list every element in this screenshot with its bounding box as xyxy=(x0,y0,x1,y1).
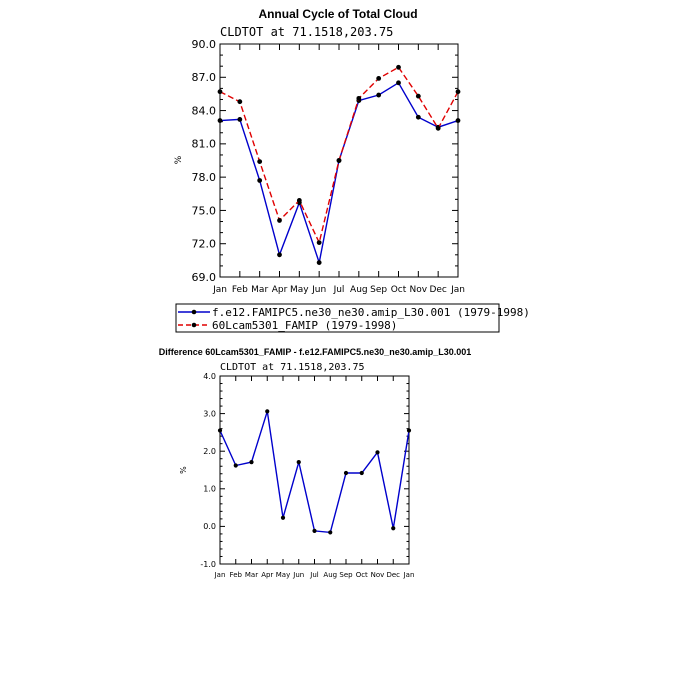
data-point xyxy=(336,158,342,163)
data-point xyxy=(376,92,382,98)
xtick-label: Jul xyxy=(309,571,319,579)
chart1-subtitle: CLDTOT at 71.1518,203.75 xyxy=(220,25,393,39)
data-point xyxy=(391,526,396,531)
xtick-label: Jan xyxy=(403,571,415,579)
series-line-2 xyxy=(219,66,459,245)
xtick-label: Jan xyxy=(214,571,226,579)
data-point xyxy=(257,178,263,183)
xtick-label: Sep xyxy=(370,285,387,295)
xtick-label: Jun xyxy=(311,285,326,295)
chart2-subtitle: CLDTOT at 71.1518,203.75 xyxy=(220,362,365,373)
ytick-label: 90.0 xyxy=(192,38,217,51)
xtick-label: Aug xyxy=(350,285,368,295)
xtick-label: Sep xyxy=(339,571,353,579)
data-point xyxy=(296,460,301,465)
data-point xyxy=(316,240,322,246)
legend-label-series-1: f.e12.FAMIPC5.ne30_ne30.amip_L30.001 (19… xyxy=(212,306,530,319)
ytick-label: 4.0 xyxy=(203,372,216,381)
ytick-label: 81.0 xyxy=(192,138,217,151)
data-point xyxy=(415,114,421,120)
legend-label-series-2: 60Lcam5301_FAMIP (1979-1998) xyxy=(212,319,397,332)
xtick-label: Feb xyxy=(230,571,243,579)
ytick-label: 69.0 xyxy=(192,271,217,284)
xtick-label: Oct xyxy=(356,571,368,579)
ytick-label: 3.0 xyxy=(203,409,216,418)
data-point xyxy=(257,159,263,165)
data-point xyxy=(343,470,349,476)
legend-marker-series-1 xyxy=(191,309,197,315)
ytick-label: 72.0 xyxy=(192,238,217,251)
data-point xyxy=(233,463,238,468)
data-point xyxy=(375,450,380,455)
data-point xyxy=(217,118,223,123)
data-point xyxy=(455,89,461,95)
ytick-label: 84.0 xyxy=(192,104,217,117)
series-line-1 xyxy=(219,81,459,266)
difference-chart: Difference 60Lcam5301_FAMIP - f.e12.FAMI… xyxy=(159,347,472,579)
xtick-label: Jan xyxy=(212,285,227,295)
xtick-label: Dec xyxy=(429,285,446,295)
data-point xyxy=(277,218,282,223)
ytick-label: 0.0 xyxy=(203,522,216,531)
xtick-label: May xyxy=(276,571,290,579)
legend-box xyxy=(175,303,500,333)
data-point xyxy=(237,117,243,122)
data-point xyxy=(328,530,333,535)
data-point xyxy=(237,99,243,105)
xtick-label: Jun xyxy=(292,571,304,579)
ytick-label: 1.0 xyxy=(203,485,216,494)
data-point xyxy=(316,260,322,265)
chart1-legend: f.e12.FAMIPC5.ne30_ne30.amip_L30.001 (19… xyxy=(175,303,530,333)
data-point xyxy=(356,95,362,101)
annual-cycle-chart: Annual Cycle of Total Cloud CLDTOT at 71… xyxy=(174,7,530,333)
chart2-title: Difference 60Lcam5301_FAMIP - f.e12.FAMI… xyxy=(159,347,472,357)
ytick-label: 87.0 xyxy=(192,71,217,84)
series-line-1 xyxy=(219,411,410,534)
data-point xyxy=(435,125,441,131)
xtick-label: Jul xyxy=(333,285,345,295)
ytick-label: 78.0 xyxy=(192,171,217,184)
xtick-label: Dec xyxy=(386,571,400,579)
data-point xyxy=(396,64,401,70)
xtick-label: Mar xyxy=(245,571,258,579)
data-point xyxy=(455,118,461,123)
xtick-label: Mar xyxy=(251,285,268,295)
data-point xyxy=(296,198,302,203)
xtick-label: Oct xyxy=(391,285,407,295)
xtick-label: Apr xyxy=(272,285,288,295)
xtick-label: Jan xyxy=(450,285,465,295)
xtick-label: May xyxy=(290,285,309,295)
data-point xyxy=(396,80,401,86)
data-point xyxy=(265,409,270,414)
data-point xyxy=(249,460,254,465)
ytick-label: 2.0 xyxy=(203,447,216,456)
legend-marker-series-2 xyxy=(191,322,197,328)
data-point xyxy=(312,528,317,534)
chart1-title: Annual Cycle of Total Cloud xyxy=(258,7,417,21)
ytick-label: -1.0 xyxy=(200,560,216,569)
data-point xyxy=(217,428,223,433)
chart1-ylabel: % xyxy=(174,155,184,164)
data-point xyxy=(406,428,412,433)
xtick-label: Aug xyxy=(323,571,337,579)
data-point xyxy=(280,515,286,520)
ytick-label: 75.0 xyxy=(192,204,217,217)
data-point xyxy=(277,252,282,258)
chart2-ylabel: % xyxy=(179,466,188,474)
xtick-label: Feb xyxy=(232,285,248,295)
data-point xyxy=(359,470,364,476)
xtick-label: Nov xyxy=(410,285,428,295)
data-point xyxy=(217,89,223,95)
data-point xyxy=(415,93,421,99)
xtick-label: Apr xyxy=(261,571,273,579)
xtick-label: Nov xyxy=(371,571,385,579)
data-point xyxy=(376,75,382,81)
